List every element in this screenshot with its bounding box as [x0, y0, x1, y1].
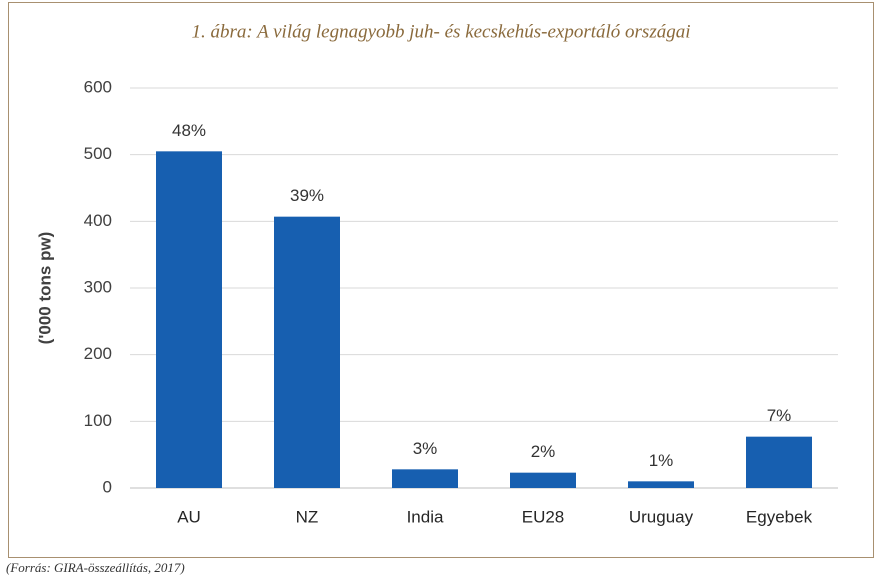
y-tick-label: 200: [84, 344, 112, 363]
x-tick-label: EU28: [522, 507, 565, 526]
bar: [746, 436, 812, 488]
x-tick-label: Egyebek: [746, 507, 813, 526]
bar: [628, 481, 694, 488]
y-tick-label: 300: [84, 277, 112, 296]
source-note: (Forrás: GIRA-összeállítás, 2017): [6, 560, 185, 575]
chart-title: 1. ábra: A világ legnagyobb juh- és kecs…: [191, 21, 690, 42]
x-tick-label: NZ: [296, 507, 319, 526]
frame: [8, 2, 874, 558]
y-axis-label: ('000 tons pw): [35, 232, 54, 345]
share-label: 2%: [531, 442, 556, 461]
x-tick-label: India: [407, 507, 444, 526]
y-tick-label: 600: [84, 77, 112, 96]
y-tick-label: 400: [84, 211, 112, 230]
share-label: 3%: [413, 439, 438, 458]
share-label: 7%: [767, 406, 792, 425]
bar: [156, 151, 222, 489]
share-label: 39%: [290, 186, 324, 205]
y-tick-label: 0: [103, 477, 112, 496]
x-tick-label: AU: [177, 507, 201, 526]
x-tick-label: Uruguay: [629, 507, 694, 526]
bar: [392, 469, 458, 488]
y-tick-label: 100: [84, 411, 112, 430]
share-label: 1%: [649, 451, 674, 470]
bar: [510, 472, 576, 488]
bar: [274, 216, 340, 488]
y-tick-label: 500: [84, 144, 112, 163]
share-label: 48%: [172, 121, 206, 140]
